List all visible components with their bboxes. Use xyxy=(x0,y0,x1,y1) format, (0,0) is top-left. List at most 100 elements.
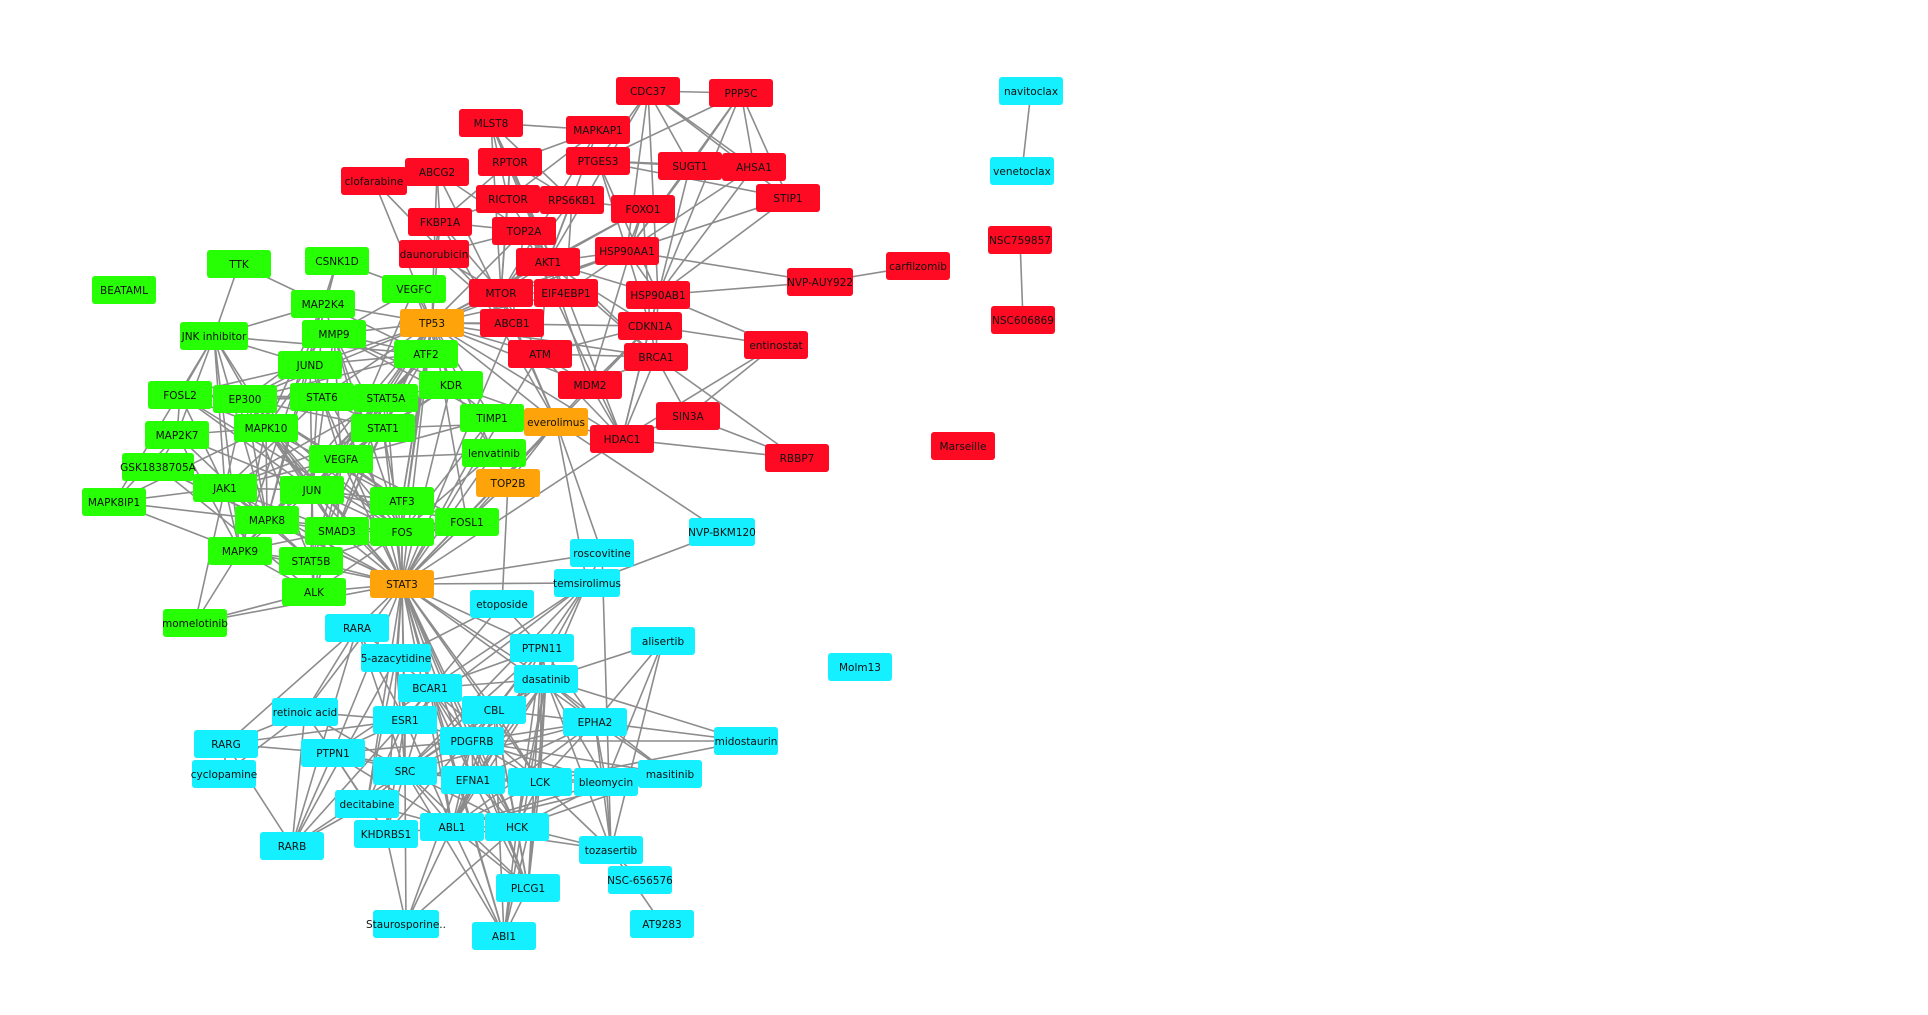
node-akt1[interactable]: AKT1 xyxy=(516,248,580,276)
node-efna1[interactable]: EFNA1 xyxy=(441,766,505,794)
node-ttk[interactable]: TTK xyxy=(207,250,271,278)
node-epha2[interactable]: EPHA2 xyxy=(563,708,627,736)
node-gsk1838705a[interactable]: GSK1838705A xyxy=(120,453,197,481)
node-nsc606869[interactable]: NSC606869 xyxy=(991,306,1055,334)
node-map2k4[interactable]: MAP2K4 xyxy=(291,290,355,318)
node-temsirolimus[interactable]: temsirolimus xyxy=(553,569,621,597)
node-nvp-bkm120[interactable]: NVP-BKM120 xyxy=(688,518,756,546)
node-stat5b[interactable]: STAT5B xyxy=(279,547,343,575)
node-sugt1[interactable]: SUGT1 xyxy=(658,152,722,180)
node-smad3[interactable]: SMAD3 xyxy=(305,517,369,545)
node-carfilzomib[interactable]: carfilzomib xyxy=(886,252,950,280)
node-rptor[interactable]: RPTOR xyxy=(478,148,542,176)
node-sin3a[interactable]: SIN3A xyxy=(656,402,720,430)
node-atf3[interactable]: ATF3 xyxy=(370,487,434,515)
node-timp1[interactable]: TIMP1 xyxy=(460,404,524,432)
node-tozasertib[interactable]: tozasertib xyxy=(579,836,643,864)
node-hsp90ab1[interactable]: HSP90AB1 xyxy=(626,281,690,309)
node-lck[interactable]: LCK xyxy=(508,768,572,796)
node-jun[interactable]: JUN xyxy=(280,476,344,504)
node-abi1[interactable]: ABI1 xyxy=(472,922,536,950)
node-retinoic-acid[interactable]: retinoic acid xyxy=(272,698,338,726)
node-mapkap1[interactable]: MAPKAP1 xyxy=(566,116,630,144)
node-mapk9[interactable]: MAPK9 xyxy=(208,537,272,565)
node-stat5a[interactable]: STAT5A xyxy=(354,384,418,412)
node-ptpn1[interactable]: PTPN1 xyxy=(301,739,365,767)
node-src[interactable]: SRC xyxy=(373,757,437,785)
node-marseille[interactable]: Marseille xyxy=(931,432,995,460)
node-decitabine[interactable]: decitabine xyxy=(335,790,399,818)
node-nvp-auy922[interactable]: NVP-AUY922 xyxy=(787,268,853,296)
node-atf2[interactable]: ATF2 xyxy=(394,340,458,368)
node-ptges3[interactable]: PTGES3 xyxy=(566,147,630,175)
node-rps6kb1[interactable]: RPS6KB1 xyxy=(540,186,604,214)
node-foxo1[interactable]: FOXO1 xyxy=(611,195,675,223)
node-jund[interactable]: JUND xyxy=(278,351,342,379)
node-dasatinib[interactable]: dasatinib xyxy=(514,665,578,693)
node-alisertib[interactable]: alisertib xyxy=(631,627,695,655)
node-beataml[interactable]: BEATAML xyxy=(92,276,156,304)
node-mdm2[interactable]: MDM2 xyxy=(558,371,622,399)
node-cdkn1a[interactable]: CDKN1A xyxy=(618,312,682,340)
node-stat3[interactable]: STAT3 xyxy=(370,570,434,598)
node-etoposide[interactable]: etoposide xyxy=(470,590,534,618)
node-top2b[interactable]: TOP2B xyxy=(476,469,540,497)
node-alk[interactable]: ALK xyxy=(282,578,346,606)
node-venetoclax[interactable]: venetoclax xyxy=(990,157,1054,185)
node-cdc37[interactable]: CDC37 xyxy=(616,77,680,105)
node-abcg2[interactable]: ABCG2 xyxy=(405,158,469,186)
node-mtor[interactable]: MTOR xyxy=(469,279,533,307)
node-abl1[interactable]: ABL1 xyxy=(420,813,484,841)
node-kdr[interactable]: KDR xyxy=(419,371,483,399)
node-midostaurin[interactable]: midostaurin xyxy=(714,727,778,755)
node-everolimus[interactable]: everolimus xyxy=(524,408,588,436)
node-stat6[interactable]: STAT6 xyxy=(290,383,354,411)
node-tp53[interactable]: TP53 xyxy=(400,309,464,337)
node-molm13[interactable]: Molm13 xyxy=(828,653,892,681)
node-ahsa1[interactable]: AHSA1 xyxy=(722,153,786,181)
node-rbbp7[interactable]: RBBP7 xyxy=(765,444,829,472)
node-5-azacytidine[interactable]: 5-azacytidine xyxy=(361,644,432,672)
node-stat1[interactable]: STAT1 xyxy=(351,414,415,442)
node-brca1[interactable]: BRCA1 xyxy=(624,343,688,371)
node-cyclopamine[interactable]: cyclopamine xyxy=(191,760,257,788)
node-hsp90aa1[interactable]: HSP90AA1 xyxy=(595,237,659,265)
node-fos[interactable]: FOS xyxy=(370,518,434,546)
node-mapk8[interactable]: MAPK8 xyxy=(235,506,299,534)
node-eif4ebp1[interactable]: EIF4EBP1 xyxy=(534,279,598,307)
node-rictor[interactable]: RICTOR xyxy=(476,185,540,213)
node-clofarabine[interactable]: clofarabine xyxy=(341,167,407,195)
node-mapk10[interactable]: MAPK10 xyxy=(234,414,298,442)
node-fosl1[interactable]: FOSL1 xyxy=(435,508,499,536)
node-vegfa[interactable]: VEGFA xyxy=(309,445,373,473)
node-fosl2[interactable]: FOSL2 xyxy=(148,381,212,409)
node-atm[interactable]: ATM xyxy=(508,340,572,368)
node-navitoclax[interactable]: navitoclax xyxy=(999,77,1063,105)
node-momelotinib[interactable]: momelotinib xyxy=(162,609,228,637)
node-daunorubicin[interactable]: daunorubicin xyxy=(399,240,469,268)
node-fkbp1a[interactable]: FKBP1A xyxy=(408,208,472,236)
node-cbl[interactable]: CBL xyxy=(462,696,526,724)
node-masitinib[interactable]: masitinib xyxy=(638,760,702,788)
node-top2a[interactable]: TOP2A xyxy=(492,217,556,245)
node-at9283[interactable]: AT9283 xyxy=(630,910,694,938)
node-roscovitine[interactable]: roscovitine xyxy=(570,539,634,567)
node-abcb1[interactable]: ABCB1 xyxy=(480,309,544,337)
node-pdgfrb[interactable]: PDGFRB xyxy=(440,727,504,755)
node-nsc-656576[interactable]: NSC-656576 xyxy=(607,866,673,894)
node-rarb[interactable]: RARB xyxy=(260,832,324,860)
node-csnk1d[interactable]: CSNK1D xyxy=(305,247,369,275)
node-hdac1[interactable]: HDAC1 xyxy=(590,425,654,453)
node-mapk8ip1[interactable]: MAPK8IP1 xyxy=(82,488,146,516)
node-hck[interactable]: HCK xyxy=(485,813,549,841)
node-jnk-inhibitor[interactable]: JNK inhibitor xyxy=(180,322,248,350)
node-rara[interactable]: RARA xyxy=(325,614,389,642)
node-ptpn11[interactable]: PTPN11 xyxy=(510,634,574,662)
node-stip1[interactable]: STIP1 xyxy=(756,184,820,212)
node-jak1[interactable]: JAK1 xyxy=(193,474,257,502)
node-esr1[interactable]: ESR1 xyxy=(373,706,437,734)
node-map2k7[interactable]: MAP2K7 xyxy=(145,421,209,449)
node-lenvatinib[interactable]: lenvatinib xyxy=(462,439,526,467)
node-ep300[interactable]: EP300 xyxy=(213,385,277,413)
node-ppp5c[interactable]: PPP5C xyxy=(709,79,773,107)
